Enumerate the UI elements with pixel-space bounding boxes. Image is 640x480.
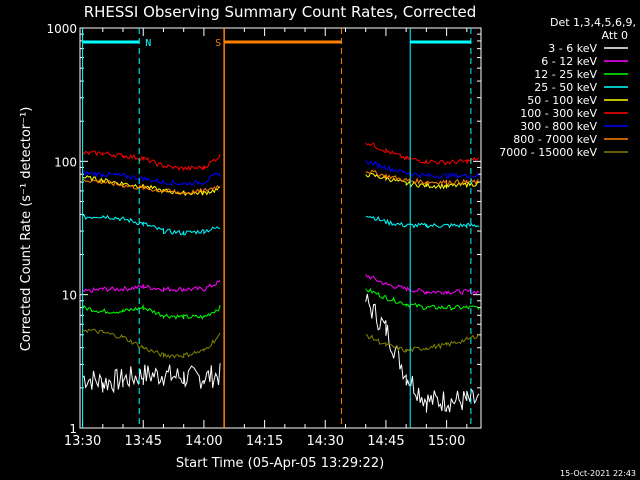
y-axis-label: Corrected Count Rate (s⁻¹ detector⁻¹)	[19, 107, 34, 352]
y-tick-label: 100	[54, 155, 77, 169]
plot-area: 1 10 100 1000 13:30 13:45 14:00 14:15 14:30 14:45…	[46, 22, 482, 449]
series-line-6	[82, 142, 480, 172]
legend-entry-label: 3 - 6 keV	[548, 42, 597, 55]
legend-entry-label: 100 - 300 keV	[520, 107, 597, 120]
legend-entry-label: 800 - 7000 keV	[513, 133, 597, 146]
legend-entry-label: 50 - 100 keV	[527, 94, 597, 107]
legend-header-line-2: Att 0	[602, 29, 628, 42]
plot-frame	[79, 27, 482, 429]
x-tick-label: 14:30	[307, 434, 344, 449]
series-line-9	[82, 328, 480, 359]
legend-entry-label: 7000 - 15000 keV	[499, 146, 597, 159]
chart-title: RHESSI Observing Summary Count Rates, Co…	[84, 3, 477, 21]
x-tick-label: 13:45	[125, 434, 162, 449]
x-tick-label: 13:30	[64, 434, 101, 449]
series-line-8	[82, 169, 480, 196]
legend-entry-label: 300 - 800 keV	[520, 120, 597, 133]
legend-header-line-1: Det 1,3,4,5,6,9,	[550, 16, 636, 29]
x-tick-label: 15:00	[428, 434, 465, 449]
timestamp: 15-Oct-2021 22:43	[560, 469, 636, 478]
x-tick-label: 14:00	[185, 434, 222, 449]
legend-entry-label: 25 - 50 keV	[534, 81, 597, 94]
x-axis-label: Start Time (05-Apr-05 13:29:22)	[176, 456, 384, 471]
legend-entry-label: 6 - 12 keV	[541, 55, 597, 68]
series-line-4	[82, 214, 480, 236]
y-tick-label: 1000	[46, 22, 77, 36]
x-tick-label: 14:45	[367, 434, 404, 449]
series-line-7	[82, 159, 480, 187]
interval-label-2: S	[215, 38, 221, 49]
interval-label-1: N	[145, 38, 151, 49]
x-tick-label: 14:15	[246, 434, 283, 449]
legend-entry-label: 12 - 25 keV	[534, 68, 597, 81]
series-line-2	[82, 273, 480, 295]
series-line-3	[82, 287, 480, 320]
y-tick-label: 10	[62, 289, 77, 303]
y-tick-label: 1	[69, 422, 77, 436]
series-line-1	[82, 293, 480, 413]
